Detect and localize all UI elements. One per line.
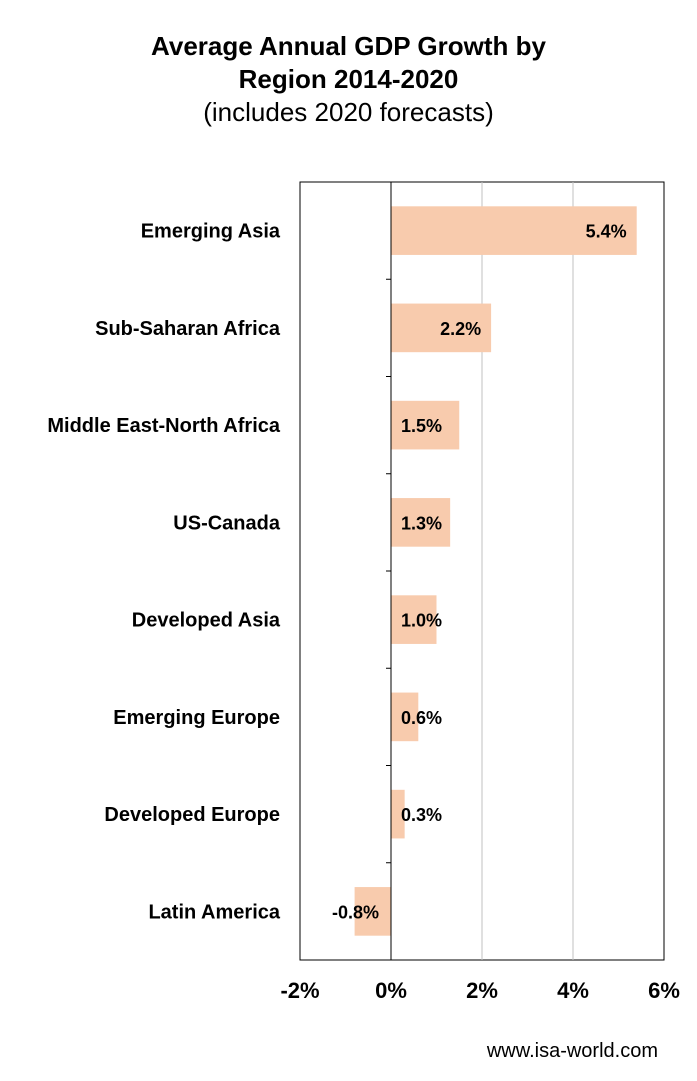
x-tick-label: 2% — [466, 978, 498, 1003]
x-tick-label: 0% — [375, 978, 407, 1003]
category-label: Middle East-North Africa — [47, 415, 280, 437]
data-label: 1.5% — [401, 416, 442, 436]
x-tick-label: -2% — [280, 978, 319, 1003]
category-label: Emerging Asia — [141, 221, 281, 243]
data-label: -0.8% — [332, 902, 379, 922]
bar[interactable] — [391, 789, 405, 839]
data-label: 0.3% — [401, 805, 442, 825]
bar[interactable] — [391, 498, 451, 547]
bar[interactable] — [391, 400, 460, 450]
category-label: Developed Europe — [104, 804, 280, 826]
category-label: US-Canada — [173, 512, 281, 534]
category-label: Developed Asia — [132, 610, 281, 632]
category-label: Latin America — [148, 901, 280, 923]
x-tick-label: 4% — [557, 978, 589, 1003]
source-text: www.isa-world.com — [486, 1040, 658, 1062]
data-label: 2.2% — [440, 319, 481, 339]
category-label: Sub-Saharan Africa — [95, 318, 281, 340]
chart-subtitle: (includes 2020 forecasts) — [203, 97, 494, 127]
chart-title-line-2: Region 2014-2020 — [238, 64, 459, 94]
bar[interactable] — [391, 692, 419, 742]
bar[interactable] — [391, 595, 437, 644]
chart-title-line-1: Average Annual GDP Growth by — [151, 31, 546, 61]
bar[interactable] — [391, 206, 637, 255]
bar[interactable] — [354, 887, 391, 936]
category-label: Emerging Europe — [113, 707, 280, 729]
data-label: 1.0% — [401, 611, 442, 631]
data-label: 1.3% — [401, 513, 442, 533]
chart-title-block: Average Annual GDP Growth by Region 2014… — [0, 30, 697, 129]
x-tick-label: 6% — [648, 978, 680, 1003]
bar[interactable] — [391, 303, 492, 353]
data-label: 5.4% — [586, 222, 627, 242]
data-label: 0.6% — [401, 708, 442, 728]
